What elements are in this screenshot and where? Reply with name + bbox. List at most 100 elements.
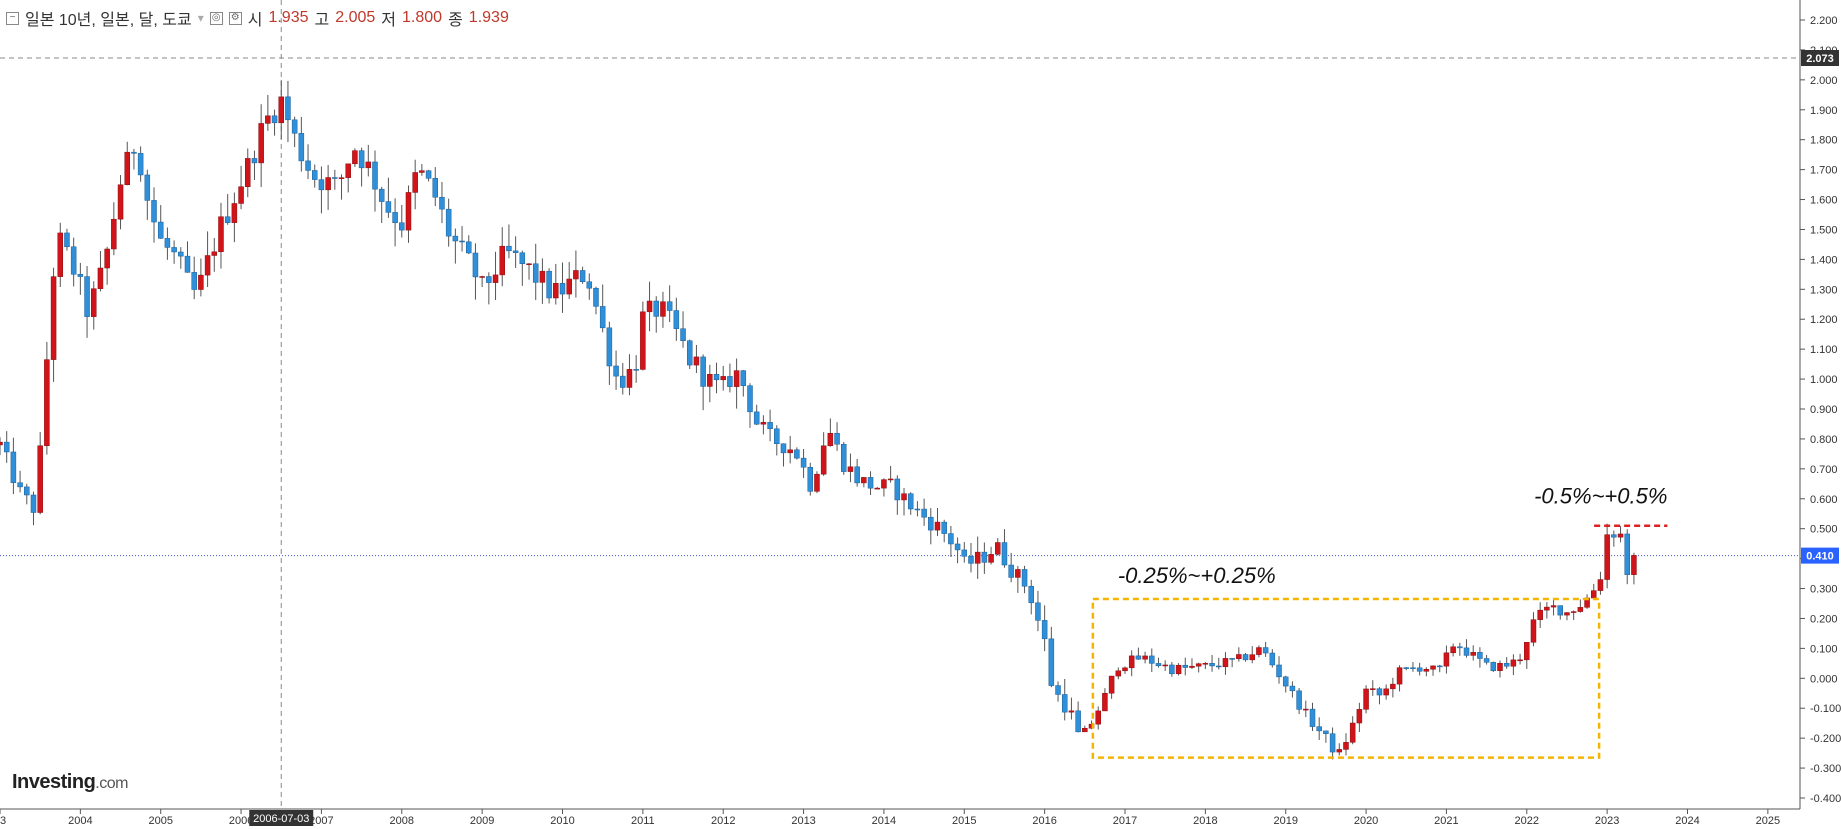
low-label: 저 [381, 12, 397, 29]
logo-brand: Investing [12, 771, 96, 793]
collapse-icon[interactable]: − [6, 11, 19, 25]
candle-down [867, 477, 874, 489]
x-tick-label: 2011 [631, 815, 655, 827]
candle-down [305, 160, 311, 171]
candle-down [713, 374, 720, 381]
candle-down [586, 281, 593, 289]
candle-down [1416, 667, 1423, 672]
candle-up [720, 376, 726, 381]
candle-down [1262, 647, 1269, 654]
candle-up [57, 232, 64, 277]
candle-down [1296, 690, 1302, 710]
candle-up [325, 177, 331, 191]
candle-up [814, 473, 820, 492]
candle-down [358, 150, 365, 169]
candle-up [1370, 688, 1376, 690]
candle-up [1068, 710, 1075, 713]
candle-up [660, 301, 666, 317]
candle-down [894, 478, 901, 501]
candle-up [539, 270, 546, 283]
candle-down [291, 119, 298, 134]
candle-down [84, 276, 90, 317]
candle-up [1470, 652, 1476, 656]
candle-up [0, 441, 3, 446]
visibility-icon[interactable]: ◎ [209, 11, 223, 25]
range-box-annotation [1091, 597, 1601, 759]
candle-up [258, 123, 264, 164]
candle-up [1497, 663, 1503, 671]
y-tick-label: 1.600 [1810, 195, 1838, 207]
candle-down [948, 533, 954, 545]
candle-up [1195, 663, 1202, 667]
candle-up [1591, 590, 1597, 599]
candle-down [673, 310, 680, 329]
candle-up [526, 263, 532, 266]
x-tick-label: 2012 [711, 815, 735, 827]
y-tick-label: 0.600 [1810, 494, 1838, 506]
candle-down [1490, 662, 1497, 671]
x-tick-label: 2014 [872, 815, 896, 827]
candle-down [425, 170, 432, 179]
y-tick-label: -0.100 [1810, 703, 1841, 715]
candle-down [506, 245, 512, 252]
x-tick-label: 2010 [550, 815, 574, 827]
candle-down [1216, 665, 1222, 668]
candle-down [1557, 605, 1564, 616]
crosshair-date-label: 2006-07-03 [253, 813, 309, 825]
candle-up [1162, 664, 1168, 667]
candle-up [265, 115, 271, 124]
settings-icon[interactable]: ⚙ [228, 11, 242, 25]
x-tick-label: 2007 [309, 815, 333, 827]
candle-down [285, 96, 291, 121]
x-tick-label: 2021 [1434, 815, 1458, 827]
candle-up [1122, 667, 1128, 672]
candle-down [1242, 654, 1249, 661]
close-value: 1.939 [468, 9, 509, 26]
candle-down [1403, 667, 1409, 669]
chart-header: − 일본 10년, 일본, 달, 도쿄 ▾ ◎ ⚙ 시 1.935 고 2.005 … [6, 6, 509, 30]
candle-up [492, 274, 499, 283]
candle-down [178, 251, 184, 257]
investing-logo: Investing.com [12, 771, 128, 794]
logo-suffix: .com [95, 775, 128, 792]
candle-down [1269, 652, 1276, 666]
y-tick-label: 0.800 [1810, 434, 1838, 446]
candle-down [137, 153, 144, 176]
candle-down [1055, 685, 1061, 695]
candle-up [419, 170, 425, 173]
instrument-title[interactable]: 일본 10년, 일본, 달, 도쿄 [25, 12, 192, 29]
candle-down [157, 221, 164, 239]
dropdown-icon[interactable]: ▾ [197, 11, 204, 25]
candle-down [1289, 685, 1296, 692]
x-tick-label: 2005 [148, 815, 172, 827]
candle-down [921, 508, 927, 518]
candle-down [399, 222, 405, 231]
candle-down [767, 422, 773, 430]
candle-up [231, 203, 238, 223]
candle-down [1329, 733, 1336, 753]
candle-up [1631, 555, 1637, 575]
candle-up [934, 521, 941, 531]
candle-down [620, 375, 626, 388]
candle-up [204, 255, 211, 276]
open-label: 시 [247, 12, 263, 29]
candle-down [466, 241, 472, 254]
candle-up [1524, 642, 1530, 661]
candle-down [385, 201, 392, 213]
y-tick-label: -0.300 [1810, 763, 1841, 775]
candle-down [392, 212, 398, 223]
candle-down [546, 270, 552, 299]
candle-up [1349, 722, 1356, 743]
x-tick-label: 03 [0, 815, 6, 827]
candle-down [318, 179, 325, 191]
candle-up [1202, 663, 1209, 665]
candle-up [861, 477, 867, 484]
open-value: 1.935 [268, 9, 309, 26]
candle-up [365, 161, 372, 169]
candle-down [968, 556, 974, 564]
y-tick-label: 0.100 [1810, 643, 1838, 655]
candle-down [271, 115, 278, 124]
x-tick-label: 2015 [952, 815, 976, 827]
candle-up [1189, 665, 1195, 668]
